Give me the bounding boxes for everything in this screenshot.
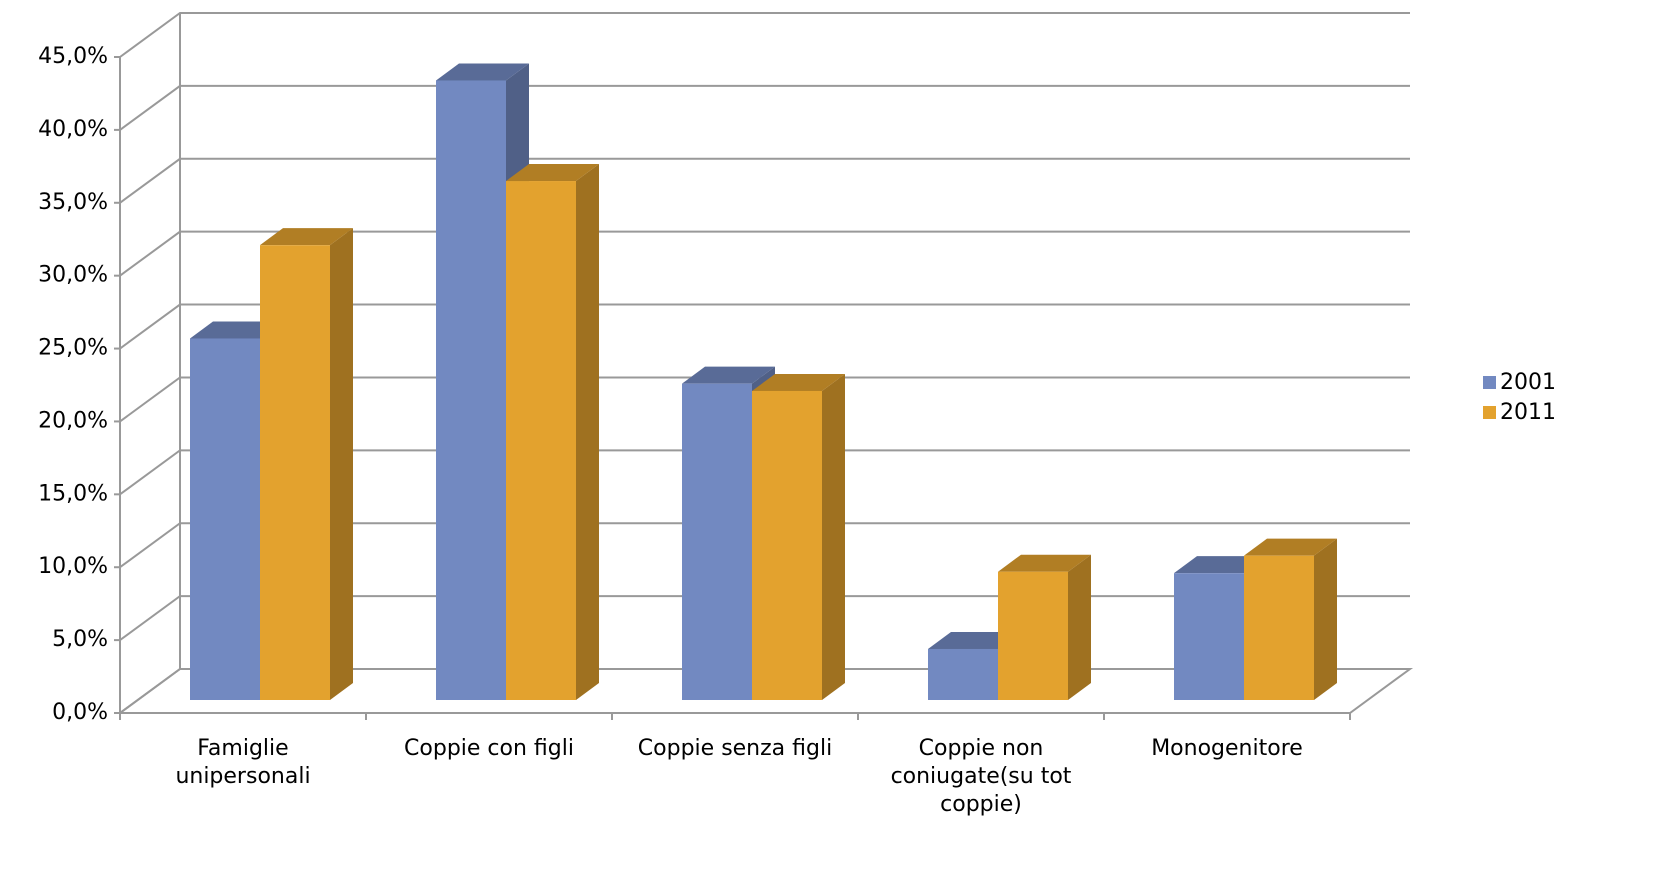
bar-top bbox=[190, 321, 283, 339]
y-tick-label: 20,0% bbox=[38, 408, 108, 433]
legend-label: 2011 bbox=[1500, 400, 1556, 425]
legend-swatch bbox=[1483, 376, 1496, 389]
bar-top bbox=[1174, 556, 1267, 574]
bar-top bbox=[752, 373, 845, 391]
y-tick-label: 0,0% bbox=[52, 700, 108, 725]
grid-line bbox=[119, 303, 1410, 350]
bar-top bbox=[260, 228, 353, 246]
bar bbox=[1244, 555, 1314, 700]
x-tick-label: Coppie non coniugate(su tot coppie) bbox=[890, 736, 1072, 817]
bar bbox=[190, 338, 260, 700]
grid-line bbox=[119, 84, 1410, 131]
grid-line bbox=[119, 12, 1410, 58]
bar bbox=[1174, 573, 1244, 700]
x-tick-label: Famiglie unipersonali bbox=[175, 736, 311, 789]
bar-side bbox=[1314, 538, 1337, 700]
y-tick-label: 35,0% bbox=[38, 190, 108, 215]
x-tick-label: Monogenitore bbox=[1151, 736, 1303, 761]
bar-side bbox=[822, 373, 845, 700]
legend-swatch bbox=[1483, 406, 1496, 419]
bar-top bbox=[436, 63, 529, 81]
bar-top bbox=[682, 366, 775, 384]
x-tick-label: Coppie con figli bbox=[404, 736, 574, 761]
grid-line bbox=[119, 157, 1410, 204]
bar-top bbox=[998, 554, 1091, 572]
bar bbox=[260, 245, 330, 700]
bar-side bbox=[576, 164, 599, 700]
bar bbox=[436, 80, 506, 700]
y-tick-label: 25,0% bbox=[38, 336, 108, 361]
y-tick-label: 10,0% bbox=[38, 554, 108, 579]
y-tick-label: 45,0% bbox=[38, 44, 108, 69]
bar-top bbox=[928, 631, 1021, 649]
bar bbox=[682, 383, 752, 700]
bar-top bbox=[1244, 538, 1337, 556]
bar-top bbox=[506, 164, 599, 182]
bar bbox=[928, 648, 998, 700]
grid-line bbox=[119, 522, 1410, 569]
grid-line bbox=[119, 376, 1410, 423]
y-tick-label: 30,0% bbox=[38, 263, 108, 288]
bar bbox=[998, 571, 1068, 700]
bar bbox=[506, 181, 576, 700]
bar-side bbox=[330, 228, 353, 700]
y-tick-label: 15,0% bbox=[38, 481, 108, 506]
y-tick-label: 5,0% bbox=[52, 627, 108, 652]
grid-line bbox=[119, 230, 1410, 277]
bar bbox=[752, 390, 822, 700]
bar-side bbox=[1068, 554, 1091, 700]
y-tick-label: 40,0% bbox=[38, 117, 108, 142]
legend-label: 2001 bbox=[1500, 370, 1556, 395]
grid-line bbox=[119, 449, 1410, 496]
x-tick-label: Coppie senza figli bbox=[637, 736, 833, 761]
